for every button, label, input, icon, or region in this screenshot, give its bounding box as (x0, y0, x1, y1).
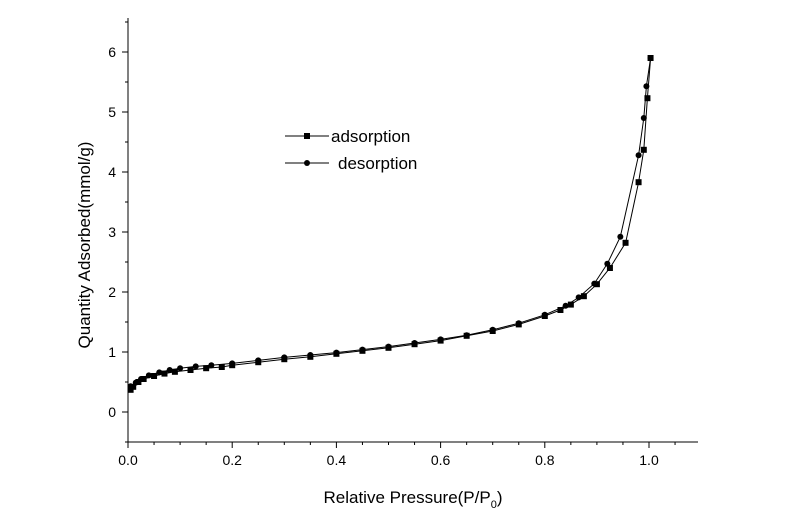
x-tick-label: 1.0 (639, 452, 659, 468)
legend: adsorption desorption (285, 127, 417, 173)
point-desorption (575, 294, 582, 301)
y-tick-label: 3 (108, 224, 116, 240)
point-desorption (145, 372, 152, 379)
y-axis-ticks: 0 1 2 3 4 5 6 (108, 21, 128, 443)
legend-marker-square (304, 133, 310, 139)
point-desorption (635, 152, 642, 159)
x-tick-label: 0.0 (118, 452, 138, 468)
series-line-adsorption (130, 57, 652, 391)
point-desorption (166, 367, 173, 373)
x-tick-label: 0.8 (535, 452, 555, 468)
point-adsorption (580, 293, 587, 300)
point-desorption (489, 326, 496, 333)
point-adsorption (187, 367, 194, 373)
x-tick-label: 0.6 (431, 452, 451, 468)
point-desorption (132, 379, 139, 386)
point-desorption (463, 332, 470, 339)
point-desorption (591, 280, 598, 287)
x-axis-title-close: ) (497, 488, 503, 507)
point-desorption (562, 302, 569, 309)
point-desorption (411, 340, 418, 346)
point-adsorption (203, 365, 210, 372)
point-desorption (138, 376, 145, 382)
point-desorption (385, 343, 392, 350)
x-axis-title-subscript: 0 (491, 499, 497, 511)
point-desorption (617, 233, 624, 240)
point-desorption (359, 346, 366, 353)
x-tick-label: 0.4 (327, 452, 347, 468)
point-adsorption (644, 95, 651, 102)
point-adsorption (171, 368, 178, 375)
legend-item-desorption: desorption (285, 154, 417, 173)
point-adsorption (622, 239, 629, 246)
point-adsorption (218, 364, 225, 370)
point-adsorption (635, 179, 642, 186)
y-tick-label: 6 (108, 44, 116, 60)
y-tick-label: 5 (108, 104, 116, 120)
y-tick-label: 1 (108, 344, 116, 360)
x-tick-label: 0.2 (222, 452, 242, 468)
x-axis-title-main: Relative Pressure(P/P (323, 488, 490, 507)
point-desorption (604, 260, 611, 267)
point-adsorption (567, 301, 574, 308)
legend-label-desorption: desorption (338, 154, 417, 173)
point-desorption (127, 383, 134, 390)
point-desorption (255, 357, 262, 364)
point-desorption (333, 349, 340, 356)
point-desorption (515, 320, 522, 327)
y-tick-label: 0 (108, 404, 116, 420)
point-adsorption (161, 370, 168, 377)
point-desorption (156, 369, 163, 376)
point-adsorption (640, 146, 647, 153)
point-desorption (647, 55, 654, 61)
legend-marker-circle (304, 160, 310, 166)
point-desorption (281, 354, 288, 361)
plot-frame (127, 18, 698, 443)
x-axis-ticks: 0.0 0.2 0.4 0.6 0.8 1.0 (118, 442, 676, 468)
point-desorption (192, 363, 199, 370)
point-desorption (640, 115, 647, 121)
point-adsorption (606, 265, 613, 271)
y-tick-label: 2 (108, 284, 116, 300)
point-adsorption (151, 373, 158, 379)
point-desorption (177, 365, 184, 372)
point-desorption (229, 360, 236, 367)
series-layer (127, 55, 654, 393)
point-adsorption (557, 307, 564, 313)
y-axis-title: Quantity Adsorbed(mmol/g) (75, 142, 94, 349)
series-line-desorption (130, 57, 652, 387)
point-desorption (437, 336, 444, 343)
y-tick-label: 4 (108, 164, 116, 180)
x-axis-title: Relative Pressure(P/P0) (323, 488, 502, 511)
point-desorption (307, 352, 314, 358)
point-desorption (643, 83, 650, 90)
point-desorption (541, 311, 548, 318)
point-desorption (208, 362, 215, 369)
legend-label-adsorption: adsorption (331, 127, 410, 146)
legend-item-adsorption: adsorption (285, 127, 410, 146)
